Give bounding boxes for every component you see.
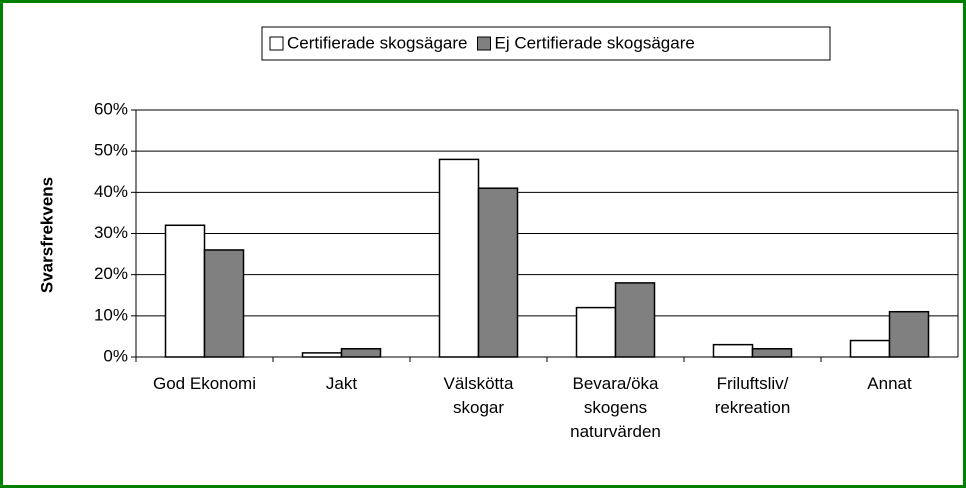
legend-label: Ej Certifierade skogsägare xyxy=(494,33,694,52)
y-tick-label: 30% xyxy=(94,223,128,242)
x-tick-label: Jakt xyxy=(325,374,358,393)
legend-swatch xyxy=(476,36,491,51)
x-tick-label: Välskötta skogar xyxy=(443,374,514,417)
y-tick-label: 60% xyxy=(94,99,128,118)
bar xyxy=(888,310,930,358)
x-tick-label: Bevara/öka skogens naturvärden xyxy=(570,374,661,441)
y-tick-label: 10% xyxy=(94,305,128,324)
x-tick-label: Friluftsliv/ rekreation xyxy=(714,374,791,417)
legend-swatch xyxy=(269,36,284,51)
bar xyxy=(438,158,480,358)
bar xyxy=(712,343,754,358)
y-tick-label: 50% xyxy=(94,141,128,160)
x-tick-label: Annat xyxy=(867,374,912,393)
bar xyxy=(164,224,206,358)
bar xyxy=(614,282,656,358)
legend-label: Certifierade skogsägare xyxy=(287,33,467,52)
legend-box xyxy=(261,26,831,61)
bar xyxy=(340,348,382,358)
bar xyxy=(301,352,343,358)
bar xyxy=(203,249,245,358)
bar xyxy=(849,339,891,358)
bar xyxy=(751,348,793,358)
x-tick-label: God Ekonomi xyxy=(153,374,256,393)
y-tick-label: 0% xyxy=(103,346,128,365)
bar xyxy=(575,306,617,358)
y-tick-label: 40% xyxy=(94,182,128,201)
y-tick-label: 20% xyxy=(94,264,128,283)
y-axis-label: Svarsfrekvens xyxy=(37,177,56,293)
bar xyxy=(477,187,519,358)
